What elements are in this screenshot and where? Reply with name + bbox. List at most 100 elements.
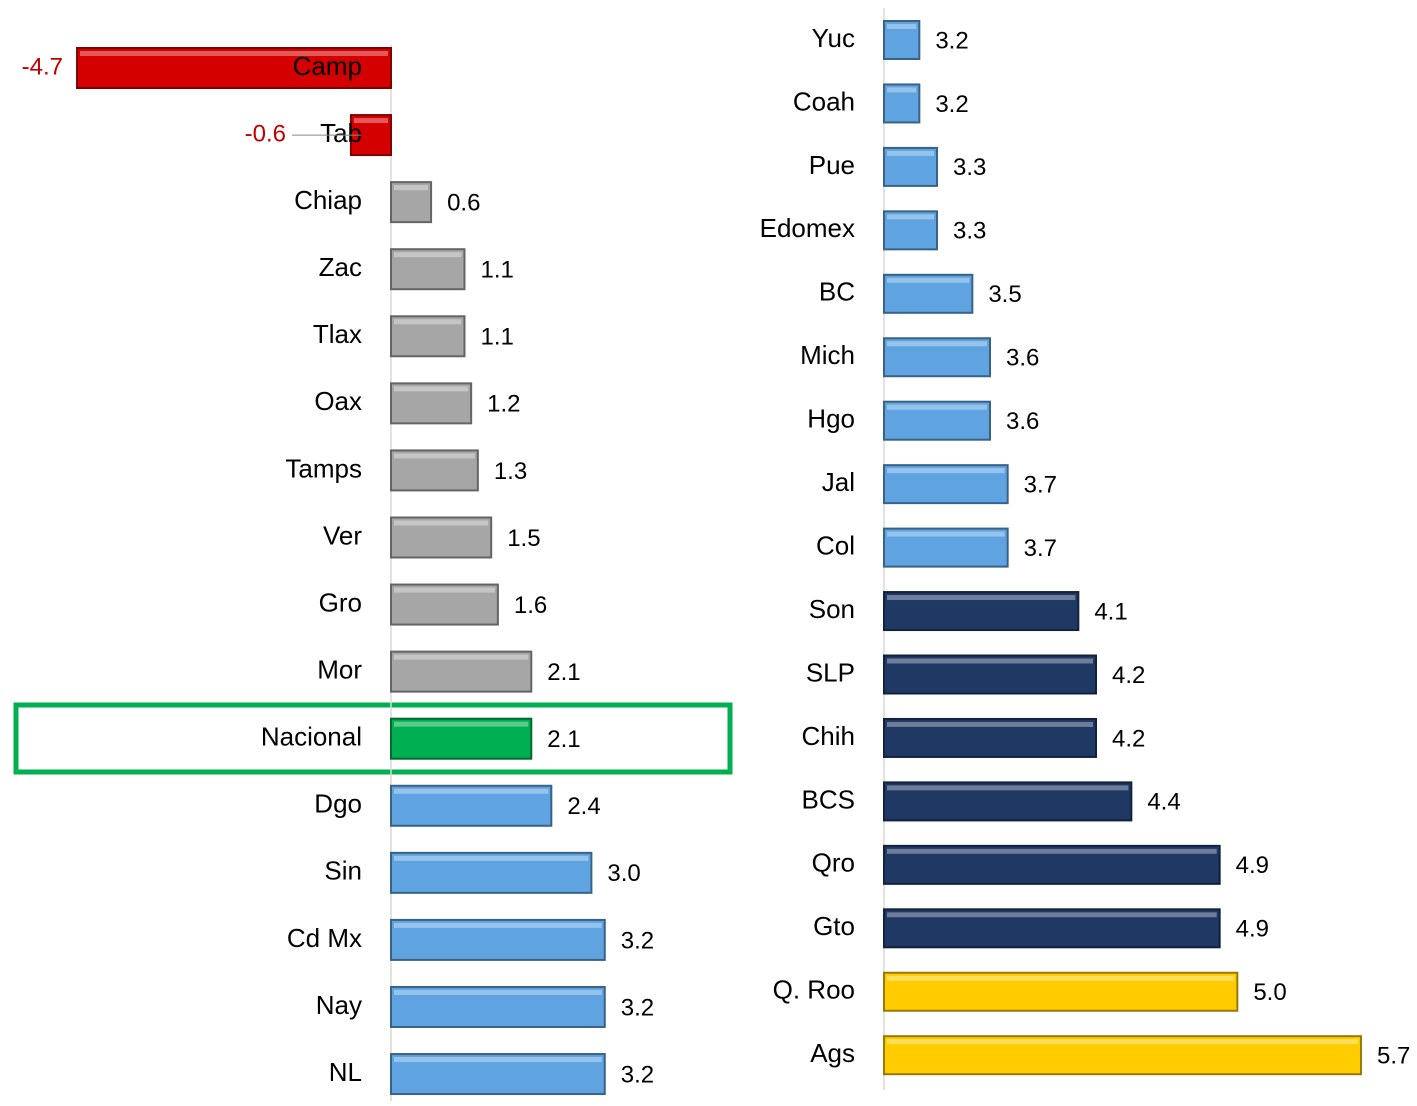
bar xyxy=(883,83,921,124)
value-label: 3.2 xyxy=(621,927,654,954)
bar xyxy=(390,918,606,961)
bar xyxy=(76,47,392,89)
bar-highlight xyxy=(887,341,987,347)
bar-highlight xyxy=(394,922,602,928)
value-label: -4.7 xyxy=(22,53,63,80)
bar-highlight xyxy=(887,721,1093,727)
category-label: Chih xyxy=(802,721,855,751)
bar xyxy=(883,400,991,441)
value-label: 1.3 xyxy=(494,458,527,485)
bar-highlight xyxy=(887,214,934,220)
value-label: 3.2 xyxy=(621,1061,654,1088)
bar xyxy=(390,717,533,760)
category-label: Qro xyxy=(812,848,855,878)
bar xyxy=(883,591,1080,632)
category-label: Son xyxy=(809,594,855,624)
bar xyxy=(883,337,991,378)
value-label: 4.1 xyxy=(1094,598,1127,625)
bar xyxy=(883,146,938,187)
value-label: 5.0 xyxy=(1253,979,1286,1006)
bar xyxy=(390,784,553,827)
bar xyxy=(883,908,1221,949)
value-label: 3.6 xyxy=(1006,408,1039,435)
category-label: Tamps xyxy=(285,453,362,483)
bar xyxy=(390,650,533,693)
value-label: 2.1 xyxy=(547,726,580,753)
value-label: -0.6 xyxy=(245,120,286,147)
bar-highlight xyxy=(394,654,529,660)
value-label: 4.9 xyxy=(1236,916,1269,943)
value-label: 3.6 xyxy=(1006,345,1039,372)
bar xyxy=(390,851,593,894)
category-label: SLP xyxy=(806,657,855,687)
category-label: Ags xyxy=(810,1038,855,1068)
bar-highlight xyxy=(394,386,469,392)
bar-highlight xyxy=(887,658,1093,664)
bar xyxy=(883,273,974,314)
value-label: 3.3 xyxy=(953,154,986,181)
category-label: Edomex xyxy=(760,213,855,243)
bar xyxy=(390,248,466,291)
value-label: 5.7 xyxy=(1377,1043,1410,1070)
category-label: Yuc xyxy=(812,23,855,53)
bar xyxy=(390,1053,606,1096)
category-label: Hgo xyxy=(807,404,855,434)
category-label: Camp xyxy=(293,51,362,81)
bar-highlight xyxy=(887,1039,1358,1045)
bar-highlight xyxy=(80,51,388,56)
category-label: Sin xyxy=(324,856,362,886)
bar-highlight xyxy=(394,453,475,459)
bar-highlight xyxy=(394,185,429,191)
category-label: Gro xyxy=(319,587,362,617)
category-label: Col xyxy=(816,530,855,560)
bar-highlight xyxy=(887,785,1129,791)
bar xyxy=(390,583,499,626)
value-label: 3.5 xyxy=(988,281,1021,308)
category-label: Mor xyxy=(317,655,362,685)
value-label: 3.3 xyxy=(953,218,986,245)
value-label: 1.6 xyxy=(514,592,547,619)
category-label: Q. Roo xyxy=(773,975,855,1005)
category-label: Cd Mx xyxy=(287,923,362,953)
value-label: 1.2 xyxy=(487,391,520,418)
category-label: Nay xyxy=(316,990,362,1020)
highlight-box xyxy=(13,702,733,775)
category-label: Mich xyxy=(800,340,855,370)
bar xyxy=(883,654,1097,695)
category-label: BC xyxy=(819,277,855,307)
bar-highlight xyxy=(887,531,1005,537)
bar-highlight xyxy=(394,252,462,258)
bar xyxy=(883,717,1097,758)
category-label: Coah xyxy=(793,86,855,116)
bar-highlight xyxy=(887,912,1217,918)
bar xyxy=(883,464,1009,505)
bar-highlight xyxy=(394,1057,602,1063)
value-label: 0.6 xyxy=(447,189,480,216)
bar xyxy=(390,516,493,559)
value-label: 1.1 xyxy=(480,257,513,284)
bar-highlight xyxy=(394,788,549,794)
category-label: Tab xyxy=(320,118,362,148)
value-label: 1.1 xyxy=(480,324,513,351)
bar xyxy=(390,449,479,492)
category-label: Pue xyxy=(809,150,855,180)
bar xyxy=(390,315,466,358)
bar-highlight xyxy=(394,989,602,995)
bar-highlight xyxy=(887,277,970,283)
category-label: Nacional xyxy=(261,722,362,752)
bar xyxy=(883,527,1009,568)
bar-highlight xyxy=(394,520,489,526)
category-label: BCS xyxy=(802,784,855,814)
bar-highlight xyxy=(887,595,1076,601)
bar xyxy=(390,382,473,425)
bar xyxy=(883,781,1133,822)
category-label: Tlax xyxy=(313,319,362,349)
category-label: NL xyxy=(329,1057,362,1087)
value-label: 3.2 xyxy=(621,994,654,1021)
category-label: Chiap xyxy=(294,185,362,215)
bar-highlight xyxy=(394,721,529,727)
value-label: 2.1 xyxy=(547,659,580,686)
category-label: Jal xyxy=(822,467,855,497)
bar-highlight xyxy=(353,118,388,124)
